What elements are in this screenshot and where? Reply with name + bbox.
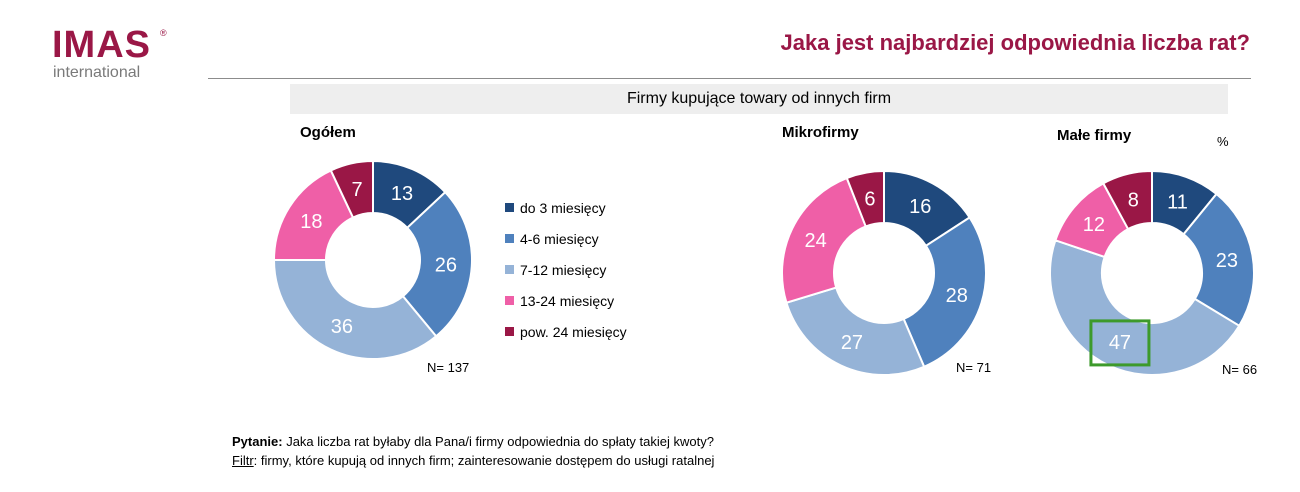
question-label: Pytanie: <box>232 434 283 449</box>
slice-value-label: 11 <box>1167 191 1188 213</box>
slice-value-label: 28 <box>946 285 968 307</box>
legend-label: pow. 24 miesięcy <box>520 323 627 340</box>
donut-slice <box>1182 192 1255 328</box>
legend-item: 7-12 miesięcy <box>505 254 627 285</box>
donut-slice <box>329 159 374 219</box>
footer-notes: Pytanie: Jaka liczba rat byłaby dla Pana… <box>232 432 714 470</box>
legend-item: do 3 miesięcy <box>505 192 627 223</box>
legend-swatch <box>505 296 514 305</box>
donut-slice <box>902 216 987 369</box>
donut-slice <box>781 176 868 304</box>
slice-value-label: 13 <box>391 183 413 205</box>
slice-value-label: 7 <box>352 179 363 201</box>
logo-registered-mark: ® <box>160 28 167 38</box>
filter-label: Filtr <box>232 453 254 468</box>
donut-slice <box>1101 169 1153 231</box>
legend-swatch <box>505 234 514 243</box>
legend-swatch <box>505 265 514 274</box>
slice-value-label: 36 <box>331 316 353 338</box>
legend-label: 7-12 miesięcy <box>520 261 607 278</box>
highlight-box <box>1089 319 1151 367</box>
legend-item: pow. 24 miesięcy <box>505 316 627 347</box>
donut-slice <box>785 286 926 376</box>
slice-value-label: 8 <box>1128 189 1139 211</box>
slice-value-label: 16 <box>909 196 931 218</box>
chart-title: Ogółem <box>300 124 356 141</box>
question-note: Pytanie: Jaka liczba rat byłaby dla Pana… <box>232 432 714 451</box>
slice-value-label: 24 <box>804 230 826 252</box>
slice-value-label: 12 <box>1083 214 1105 236</box>
slice-value-label: 26 <box>435 255 457 277</box>
legend-label: 4-6 miesięcy <box>520 230 599 247</box>
logo-subtext: international <box>53 64 141 81</box>
donut-slice <box>272 259 438 360</box>
logo-wordmark: IMAS <box>52 24 151 66</box>
legend-item: 13-24 miesięcy <box>505 285 627 316</box>
imas-logo: IMAS ® international <box>52 24 167 82</box>
legend-label: 13-24 miesięcy <box>520 292 615 309</box>
donut-slice <box>845 169 885 228</box>
sample-size-label: N= 137 <box>427 360 469 375</box>
chart-legend: do 3 miesięcy 4-6 miesięcy 7-12 miesięcy… <box>505 192 627 347</box>
chart-title: Mikrofirmy <box>782 124 859 141</box>
sample-size-label: N= 66 <box>1222 362 1257 377</box>
slice-value-label: 47 <box>1109 332 1131 354</box>
slice-value-label: 23 <box>1216 250 1238 272</box>
chart-title: Małe firmy <box>1057 127 1132 144</box>
legend-swatch <box>505 327 514 336</box>
slice-value-label: 18 <box>300 211 322 233</box>
subtitle-band: Firmy kupujące towary od innych firm <box>290 84 1228 114</box>
legend-item: 4-6 miesięcy <box>505 223 627 254</box>
legend-label: do 3 miesięcy <box>520 199 606 216</box>
unit-label: % <box>1217 134 1229 149</box>
legend-swatch <box>505 203 514 212</box>
donut-slice <box>401 190 473 338</box>
title-divider <box>208 78 1251 79</box>
sample-size-label: N= 71 <box>956 360 991 375</box>
slice-value-label: 6 <box>864 188 875 210</box>
question-text: Jaka liczba rat byłaby dla Pana/i firmy … <box>282 434 714 449</box>
slice-value-label: 27 <box>841 332 863 354</box>
filter-text: : firmy, które kupują od innych firm; za… <box>253 453 715 468</box>
filter-note: Filtr: firmy, które kupują od innych fir… <box>232 451 714 470</box>
page-title: Jaka jest najbardziej odpowiednia liczba… <box>780 30 1250 55</box>
